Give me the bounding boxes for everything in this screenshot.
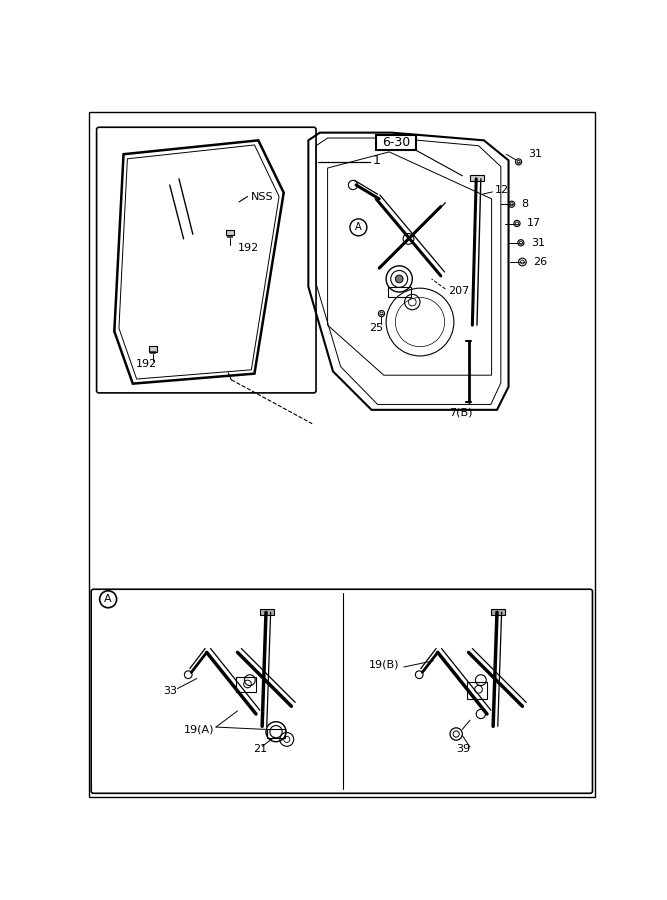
Text: 1: 1 <box>372 154 380 166</box>
Text: 26: 26 <box>533 257 548 267</box>
Text: 192: 192 <box>237 243 259 253</box>
Bar <box>227 235 228 237</box>
Text: 19(B): 19(B) <box>368 660 399 670</box>
Text: A: A <box>104 594 112 604</box>
Text: 17: 17 <box>527 219 541 229</box>
Bar <box>231 235 232 237</box>
Bar <box>260 609 273 615</box>
Bar <box>388 286 411 297</box>
Bar <box>267 729 285 738</box>
Text: 207: 207 <box>448 286 470 296</box>
Text: NSS: NSS <box>251 192 273 202</box>
Text: A: A <box>355 222 362 232</box>
Text: 19(A): 19(A) <box>183 724 214 734</box>
Text: 25: 25 <box>369 323 383 333</box>
Text: 6-30: 6-30 <box>382 136 410 149</box>
Bar <box>152 351 153 353</box>
Text: 21: 21 <box>253 744 267 754</box>
Circle shape <box>396 275 403 283</box>
Bar <box>491 609 505 615</box>
Text: 39: 39 <box>456 744 470 754</box>
Text: 192: 192 <box>136 359 157 369</box>
Bar <box>470 175 484 181</box>
Text: 8: 8 <box>521 199 528 210</box>
Text: 31: 31 <box>528 149 542 159</box>
Bar <box>154 351 155 353</box>
Text: 12: 12 <box>495 185 509 195</box>
Bar <box>376 135 416 150</box>
Bar <box>229 235 230 237</box>
Text: 7(B): 7(B) <box>449 407 472 418</box>
Text: 31: 31 <box>531 238 545 248</box>
Bar <box>150 351 151 353</box>
Bar <box>226 230 233 236</box>
Bar <box>149 346 157 352</box>
Bar <box>467 681 487 698</box>
Text: 33: 33 <box>163 686 177 696</box>
Bar <box>236 677 256 692</box>
